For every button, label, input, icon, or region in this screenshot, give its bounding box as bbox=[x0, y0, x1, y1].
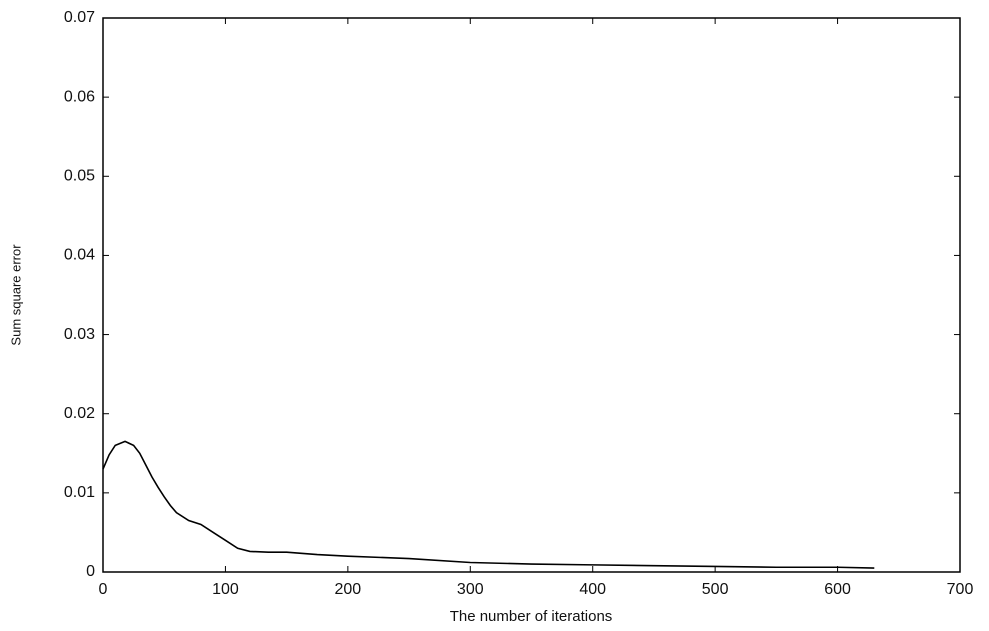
x-tick-label: 300 bbox=[457, 581, 484, 598]
x-tick-label: 0 bbox=[99, 581, 108, 598]
y-tick-label: 0.07 bbox=[64, 9, 95, 26]
x-tick-label: 500 bbox=[702, 581, 729, 598]
x-tick-label: 400 bbox=[579, 581, 606, 598]
y-tick-label: 0.04 bbox=[64, 247, 95, 264]
x-tick-label: 200 bbox=[335, 581, 362, 598]
y-tick-label: 0 bbox=[86, 563, 95, 580]
y-axis-title: Sum square error bbox=[8, 244, 23, 346]
x-axis-title: The number of iterations bbox=[450, 608, 613, 625]
plot-frame bbox=[102, 17, 961, 573]
x-tick-label: 700 bbox=[947, 581, 974, 598]
x-tick-label: 100 bbox=[212, 581, 239, 598]
y-tick-label: 0.01 bbox=[64, 484, 95, 501]
x-tick-label: 600 bbox=[824, 581, 851, 598]
y-tick-label: 0.06 bbox=[64, 88, 95, 105]
y-tick-label: 0.05 bbox=[64, 168, 95, 185]
y-tick-label: 0.02 bbox=[64, 405, 95, 422]
series-line bbox=[102, 440, 875, 569]
y-tick-label: 0.03 bbox=[64, 326, 95, 343]
